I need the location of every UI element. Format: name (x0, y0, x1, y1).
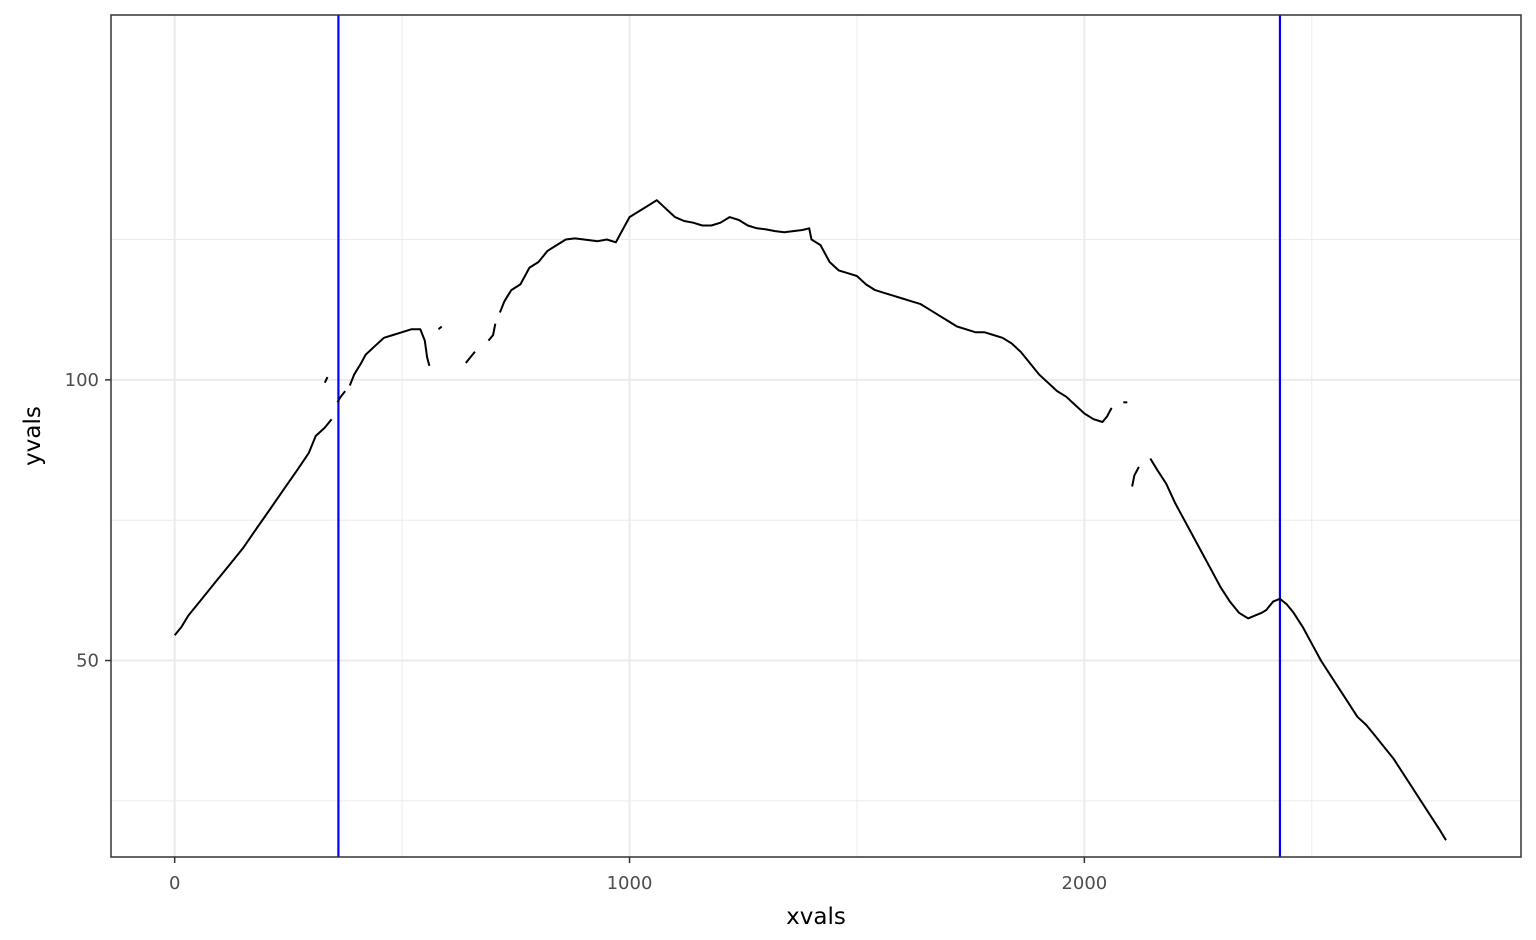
series-segment-6 (487, 323, 497, 342)
x-tick-label-0: 0 (169, 873, 180, 894)
y-tick-label-0: 50 (76, 651, 99, 672)
series-segment-1 (323, 376, 329, 384)
series-segment-0 (173, 418, 333, 636)
y-tick-labels: 50 100 (65, 370, 99, 672)
series-segment-5 (465, 351, 476, 364)
series-segment-4 (437, 325, 443, 331)
series-segment-7 (498, 199, 1113, 423)
reference-lines (337, 15, 1282, 857)
data-series (173, 199, 1447, 841)
x-tick-label-1: 1000 (607, 873, 653, 894)
x-tick-labels: 0 1000 2000 (169, 873, 1107, 894)
series-segment-9 (1131, 466, 1140, 487)
grid-lines (111, 15, 1521, 857)
axis-ticks (105, 379, 1086, 863)
x-tick-label-2: 2000 (1061, 873, 1107, 894)
series-segment-2 (336, 390, 346, 403)
x-axis-title: xvals (786, 904, 846, 930)
series-segment-10 (1149, 457, 1447, 841)
series-segment-3 (348, 328, 431, 386)
y-axis-title: yvals (20, 406, 46, 466)
panel-border (110, 14, 1522, 858)
y-tick-label-1: 100 (65, 370, 99, 391)
